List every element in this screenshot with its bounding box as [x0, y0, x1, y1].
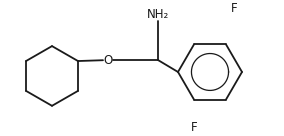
Text: F: F — [231, 2, 237, 15]
Text: NH₂: NH₂ — [147, 8, 169, 21]
Text: F: F — [191, 121, 197, 134]
Text: O: O — [103, 54, 113, 67]
